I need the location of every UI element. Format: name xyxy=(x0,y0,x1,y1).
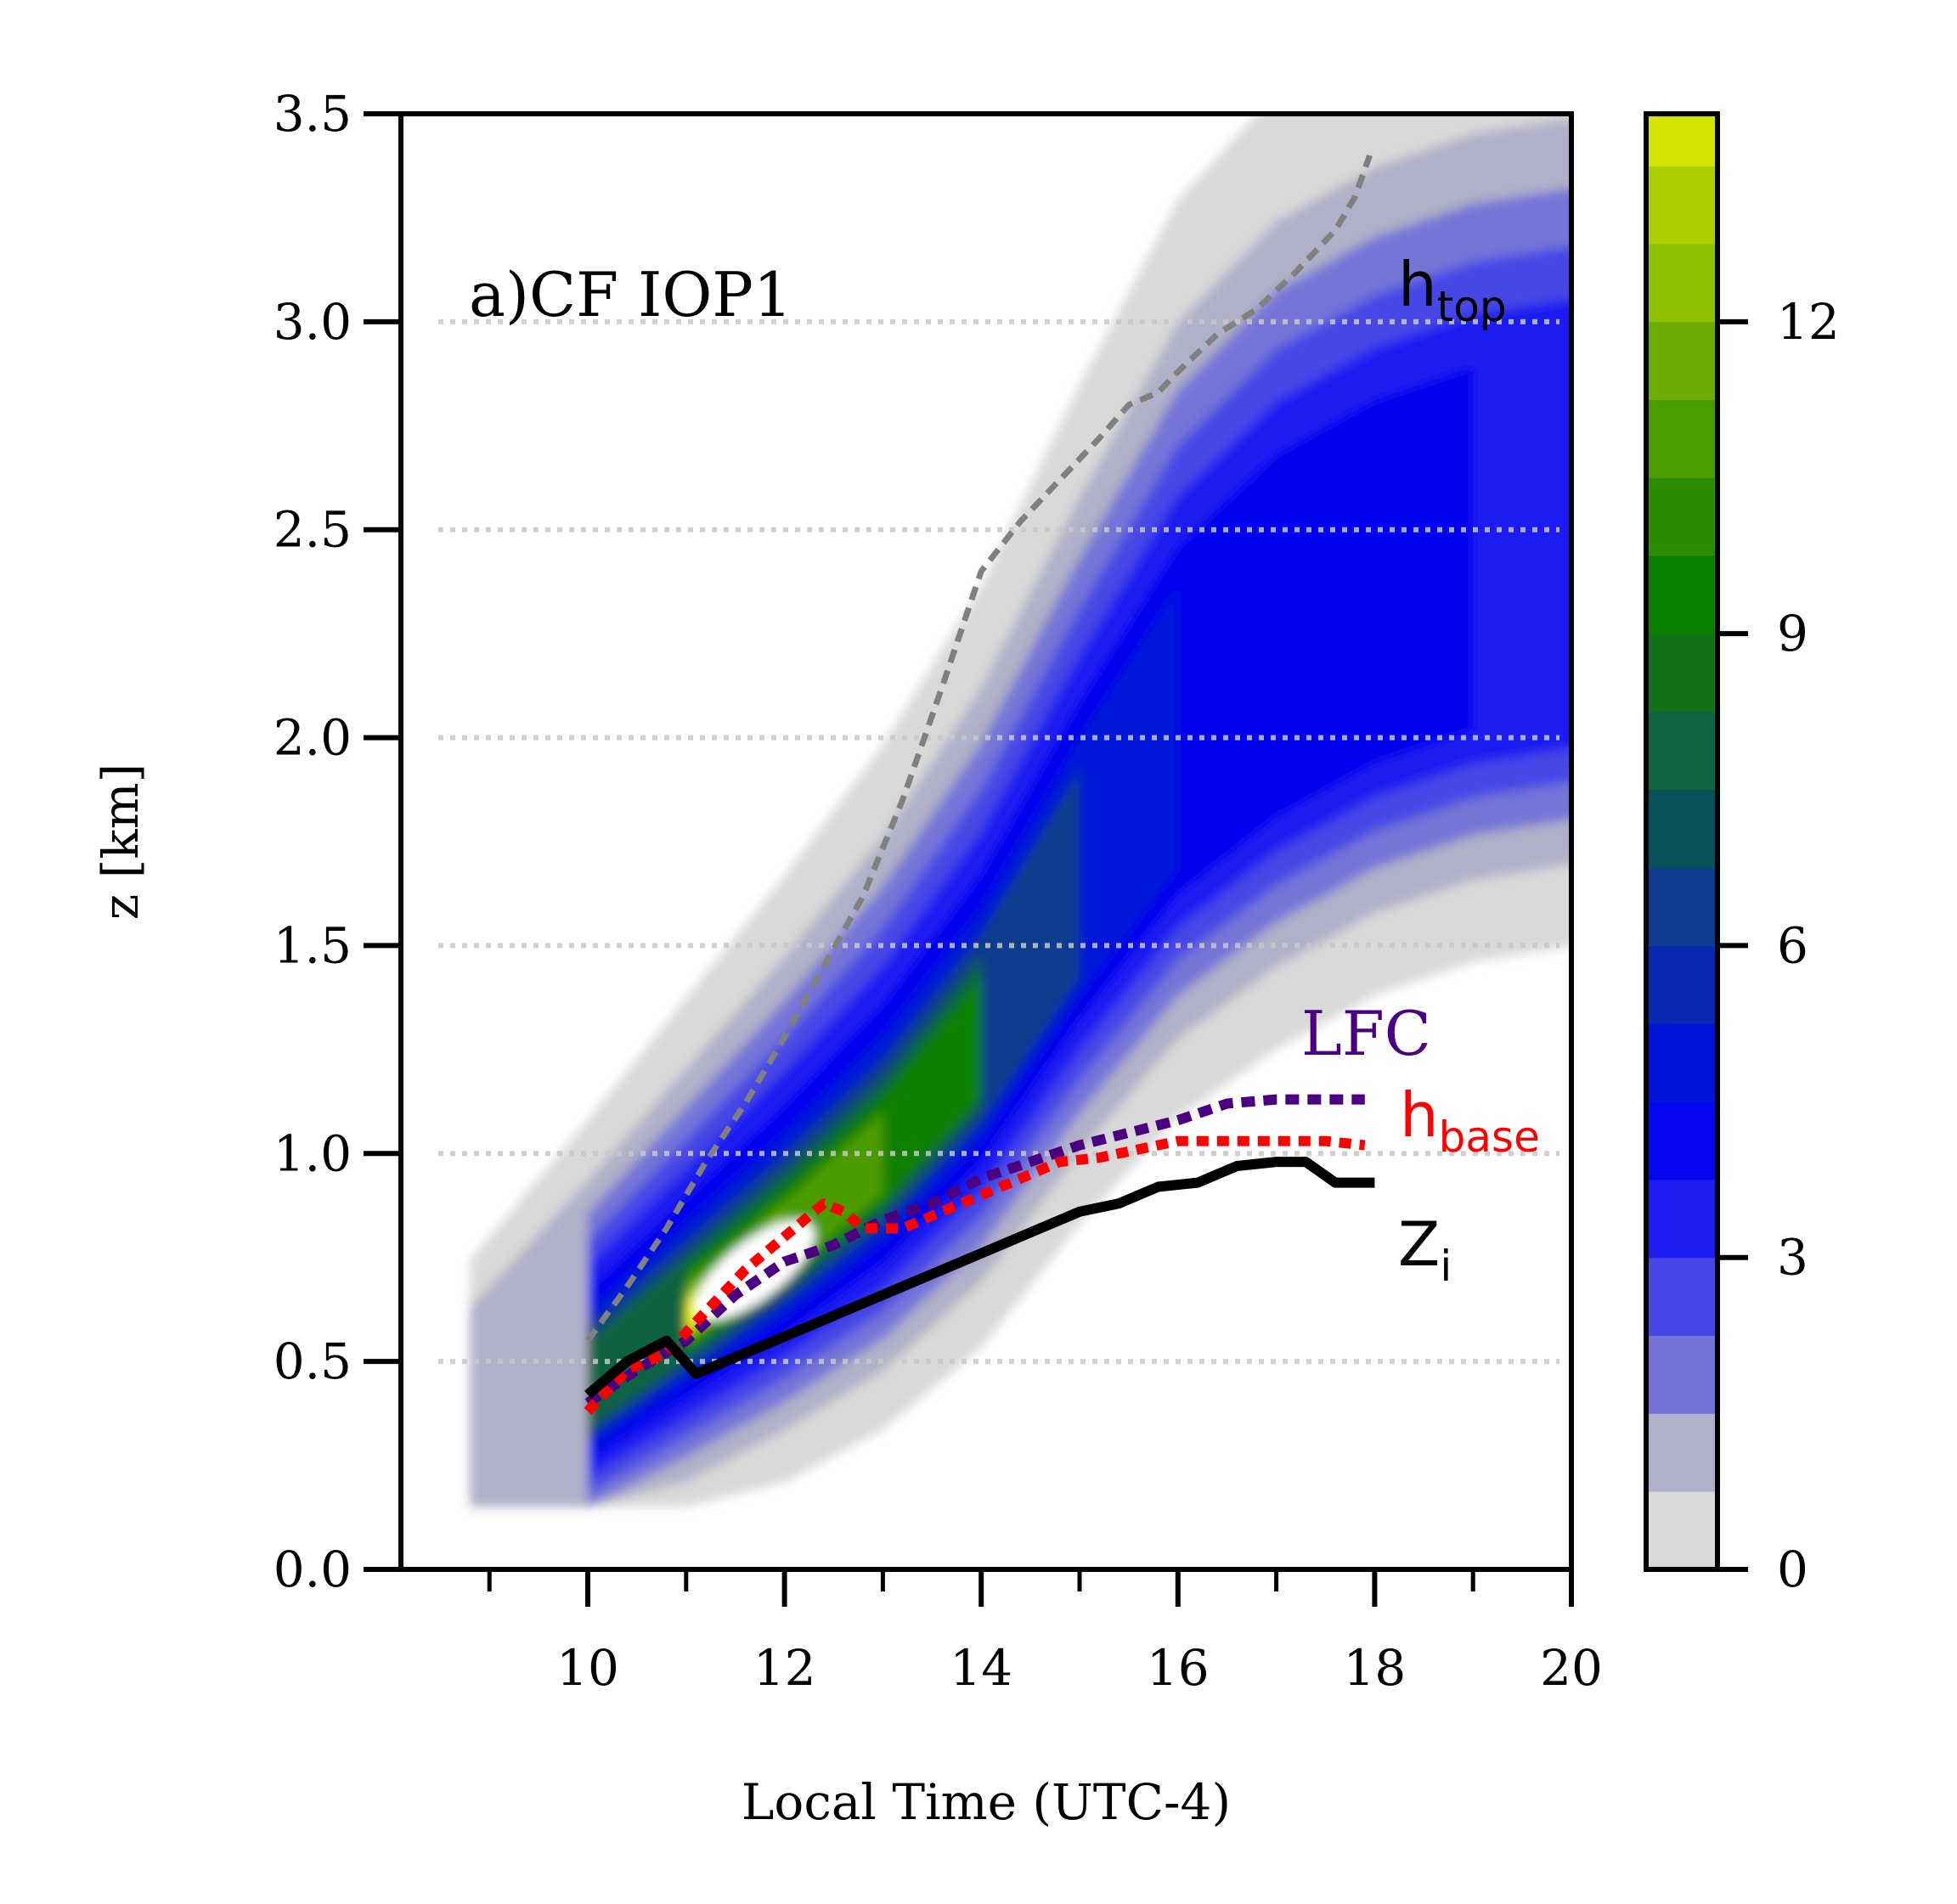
colorbar-band-15 xyxy=(1646,321,1717,401)
contour-bands xyxy=(470,114,1571,1507)
plot-area xyxy=(398,111,1574,1572)
zi-label: Zi xyxy=(1398,1208,1452,1291)
y-tick-label-5: 2.5 xyxy=(274,501,352,559)
y-tick-label-4: 2.0 xyxy=(274,709,352,767)
colorbar-band-2 xyxy=(1646,1335,1717,1414)
colorbar-band-1 xyxy=(1646,1413,1717,1492)
plot-frame xyxy=(398,111,1574,1572)
x-axis: 10 12 14 16 18 20 xyxy=(487,1569,1603,1697)
colorbar-tick-label-4: 12 xyxy=(1777,293,1840,351)
colorbar-band-16 xyxy=(1646,244,1717,323)
grid xyxy=(438,318,1559,1365)
panel-label: a)CF IOP1 xyxy=(469,259,792,330)
series-labels: htop LFC hbase Zi xyxy=(1301,249,1540,1291)
x-tick-label-4: 18 xyxy=(1343,1639,1406,1697)
colorbar-band-8 xyxy=(1646,867,1717,946)
series-line-lfc xyxy=(584,1094,1365,1408)
colorbar-band-4 xyxy=(1646,1179,1717,1259)
colorbar-band-3 xyxy=(1646,1257,1717,1337)
colorbar-bands xyxy=(1646,114,1717,1570)
colorbar-tick-label-3: 9 xyxy=(1777,605,1808,662)
y-tick-label-0: 0.0 xyxy=(274,1541,352,1598)
profile-lines xyxy=(584,154,1375,1416)
series-line-zi xyxy=(584,1157,1375,1399)
colorbar-band-11 xyxy=(1646,634,1717,713)
colorbar-ticks: 0 3 6 9 12 xyxy=(1717,293,1840,1598)
htop-label: htop xyxy=(1398,249,1507,331)
colorbar-band-12 xyxy=(1646,555,1717,634)
y-tick-label-7: 3.5 xyxy=(274,85,352,143)
colorbar-band-5 xyxy=(1646,1101,1717,1180)
hbase-label: hbase xyxy=(1400,1079,1540,1162)
colorbar-band-14 xyxy=(1646,399,1717,478)
colorbar-tick-label-1: 3 xyxy=(1777,1229,1808,1287)
colorbar-band-17 xyxy=(1646,166,1717,245)
colorbar: 0 3 6 9 12 xyxy=(1644,111,1840,1598)
colorbar-band-13 xyxy=(1646,477,1717,556)
x-tick-label-1: 12 xyxy=(753,1639,816,1697)
x-tick-label-5: 20 xyxy=(1540,1639,1603,1697)
x-tick-label-3: 16 xyxy=(1147,1639,1210,1697)
colorbar-tick-label-2: 6 xyxy=(1777,916,1808,974)
colorbar-band-9 xyxy=(1646,789,1717,869)
contour-core xyxy=(695,1220,815,1321)
series-line-htop xyxy=(585,154,1373,1343)
colorbar-band-10 xyxy=(1646,711,1717,791)
colorbar-tick-label-0: 0 xyxy=(1777,1541,1808,1598)
x-axis-title: Local Time (UTC-4) xyxy=(742,1773,1231,1831)
y-tick-label-3: 1.5 xyxy=(274,916,352,974)
y-tick-label-1: 0.5 xyxy=(274,1332,352,1390)
x-tick-label-2: 14 xyxy=(950,1639,1012,1697)
colorbar-band-18 xyxy=(1646,114,1717,166)
x-tick-label-0: 10 xyxy=(556,1639,619,1697)
colorbar-frame xyxy=(1644,111,1720,1572)
colorbar-band-6 xyxy=(1646,1023,1717,1102)
y-axis-title: z [km] xyxy=(92,763,149,920)
colorbar-band-7 xyxy=(1646,945,1717,1024)
y-tick-label-2: 1.0 xyxy=(274,1124,352,1182)
y-axis: 0.0 0.5 1.0 1.5 2.0 2.5 3.0 3.5 xyxy=(274,85,401,1598)
lfc-label: LFC xyxy=(1301,998,1431,1069)
colorbar-band-0 xyxy=(1646,1491,1717,1570)
y-tick-label-6: 3.0 xyxy=(274,293,352,351)
contour-field xyxy=(470,114,1571,1507)
